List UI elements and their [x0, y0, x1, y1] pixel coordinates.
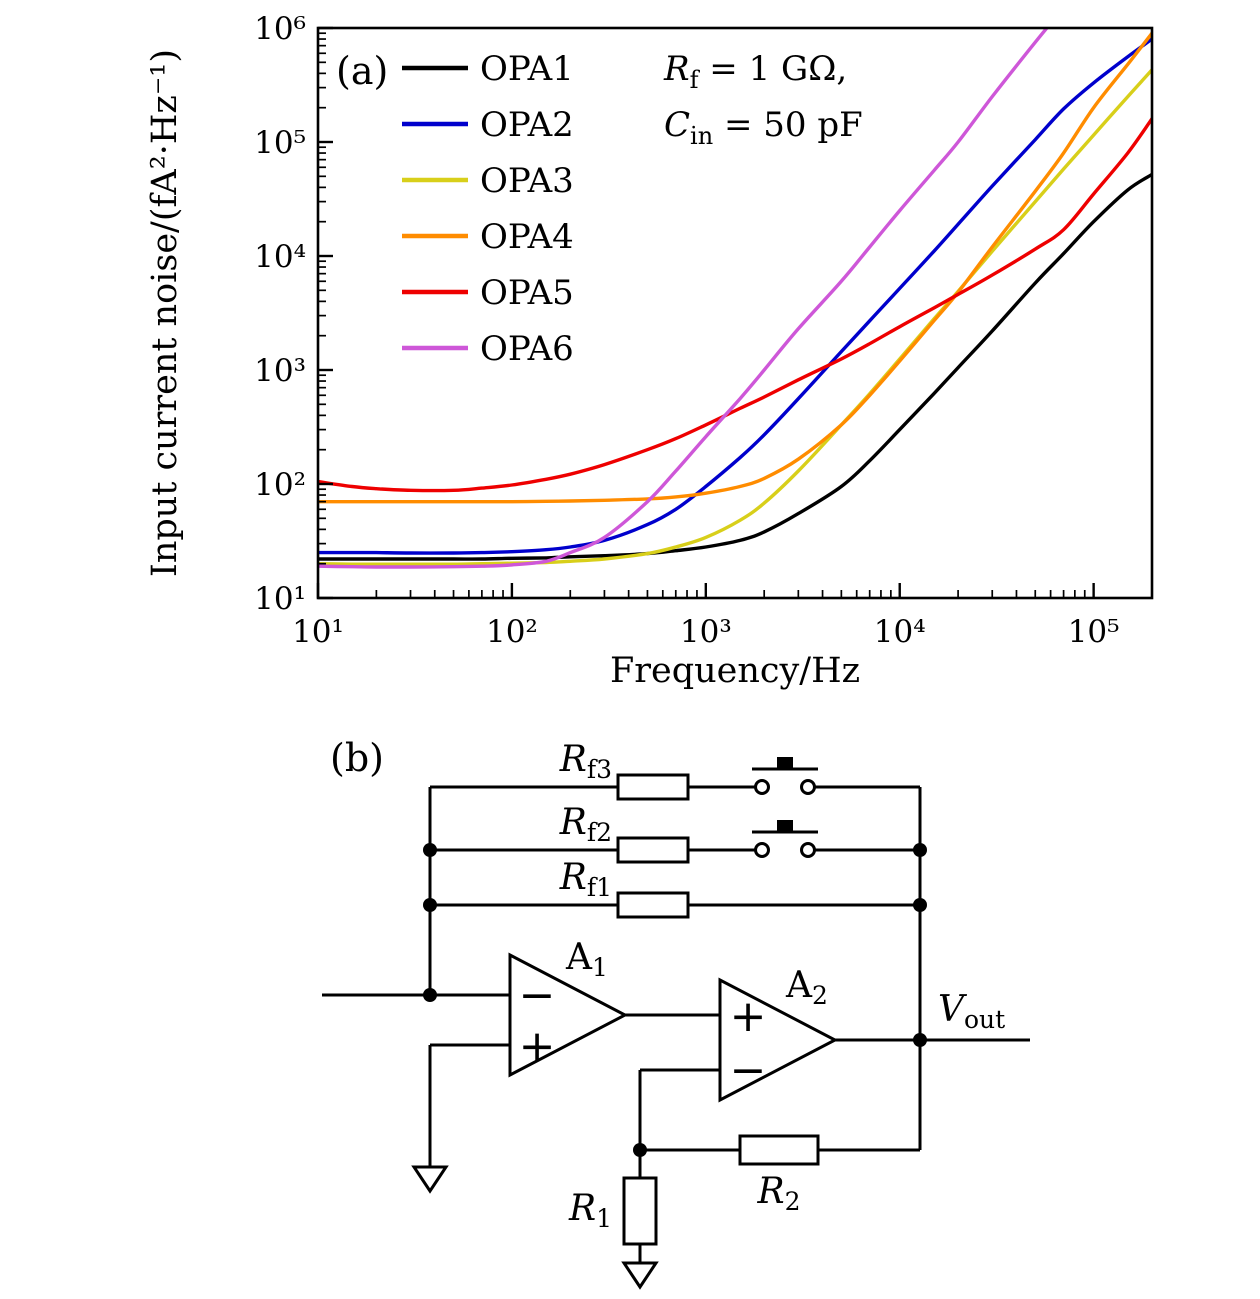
y-tick-label: 10⁶ — [254, 11, 306, 47]
y-tick-label: 10² — [254, 467, 306, 503]
ground-symbol-r1 — [621, 1261, 659, 1290]
series-OPA1 — [318, 172, 1152, 561]
label-a2: A2 — [785, 965, 828, 1010]
switch-contact — [754, 842, 770, 858]
y-tick-label: 10¹ — [254, 581, 306, 617]
resistor-r1 — [622, 1176, 658, 1246]
series-OPA6 — [318, 28, 1050, 569]
node-dot — [913, 843, 927, 857]
x-tick-label: 10⁴ — [874, 614, 926, 650]
switch-knob-rf2 — [777, 820, 793, 832]
opamp-a1 — [508, 952, 629, 1078]
legend-label-OPA2: OPA2 — [480, 105, 574, 145]
resistor-rf1 — [616, 891, 690, 919]
resistor-r2 — [738, 1134, 820, 1166]
legend-label-OPA3: OPA3 — [480, 161, 574, 201]
tick-labels: 10¹ 10² 10³ 10⁴ 10⁵ 10¹ 10² 10³ 10⁴ 10⁵ 10⁶ — [254, 11, 1119, 650]
x-tick-label: 10² — [486, 614, 538, 650]
label-rf3: Rf3 — [559, 739, 612, 784]
node-dot — [913, 1033, 927, 1047]
switch-contact — [800, 779, 816, 795]
node-dot — [633, 1143, 647, 1157]
switch-knob-rf3 — [777, 757, 793, 769]
annotation-rf: Rf = 1 GΩ, — [663, 49, 847, 94]
ground-symbol-a1 — [411, 1165, 449, 1194]
resistor-rf2 — [616, 836, 690, 864]
circuit-diagram-panel: (b) Rf3 Rf2 Rf1 A1 A2 − + + − Vout R1 R2 — [322, 736, 1030, 1290]
annotation-cin: Cin = 50 pF — [664, 105, 863, 150]
legend-label-OPA4: OPA4 — [480, 217, 574, 257]
a1-inverting-sign: − — [519, 970, 556, 1021]
legend-label-OPA6: OPA6 — [480, 329, 574, 369]
x-tick-label: 10³ — [680, 614, 732, 650]
axis-ticks — [316, 26, 1095, 600]
plot-area — [318, 28, 1152, 569]
label-a1: A1 — [565, 937, 608, 982]
legend-label-OPA5: OPA5 — [480, 273, 574, 313]
switch-contact — [800, 842, 816, 858]
panel-a-label: (a) — [336, 49, 388, 93]
switch-contact — [754, 779, 770, 795]
a1-noninverting-sign: + — [519, 1021, 556, 1072]
series-OPA5 — [318, 117, 1152, 493]
label-rf2: Rf2 — [559, 802, 612, 847]
a2-noninverting-sign: + — [730, 991, 767, 1042]
label-vout: Vout — [938, 989, 1005, 1034]
x-tick-label: 10⁵ — [1068, 614, 1120, 650]
panel-b-label: (b) — [330, 736, 384, 780]
plot-frame — [316, 26, 1154, 600]
legend: OPA1 OPA2 OPA3 OPA4 OPA5 OPA6 — [402, 49, 574, 369]
x-tick-label: 10¹ — [292, 614, 344, 650]
label-rf1: Rf1 — [559, 857, 612, 902]
y-axis-label: Input current noise/(fA²·Hz⁻¹) — [145, 49, 185, 577]
y-tick-label: 10³ — [254, 353, 306, 389]
node-dot — [423, 843, 437, 857]
legend-label-OPA1: OPA1 — [480, 49, 574, 89]
label-r1: R1 — [568, 1188, 612, 1233]
label-r2: R2 — [756, 1171, 800, 1216]
node-dot — [423, 988, 437, 1002]
circuit-wires — [322, 785, 1030, 1263]
opamp-a2 — [718, 977, 839, 1103]
noise-plot-panel: (a) Rf = 1 GΩ, Cin = 50 pF Frequency/Hz … — [145, 11, 1154, 691]
node-dot — [423, 898, 437, 912]
series-OPA4 — [318, 31, 1152, 504]
y-tick-label: 10⁵ — [254, 125, 306, 161]
a2-inverting-sign: − — [730, 1045, 767, 1096]
node-dot — [913, 898, 927, 912]
y-tick-label: 10⁴ — [254, 239, 306, 275]
series-OPA2 — [318, 37, 1152, 555]
x-axis-label: Frequency/Hz — [610, 651, 860, 691]
resistor-rf3 — [616, 773, 690, 801]
series-OPA3 — [318, 68, 1152, 566]
